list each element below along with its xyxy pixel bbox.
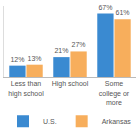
svg-text:13%: 13% [28,55,42,62]
svg-text:Less thanhigh school: Less thanhigh school [8,80,44,97]
svg-text:67%: 67% [98,4,112,11]
svg-text:61%: 61% [116,9,130,16]
svg-text:21%: 21% [54,47,68,54]
svg-text:U.S.: U.S. [43,118,57,125]
svg-text:12%: 12% [10,56,24,63]
svg-text:Arkansas: Arkansas [102,118,132,125]
svg-text:Somecollege ormore: Somecollege ormore [99,80,130,105]
svg-text:27%: 27% [72,41,86,48]
svg-text:High school: High school [52,80,89,88]
